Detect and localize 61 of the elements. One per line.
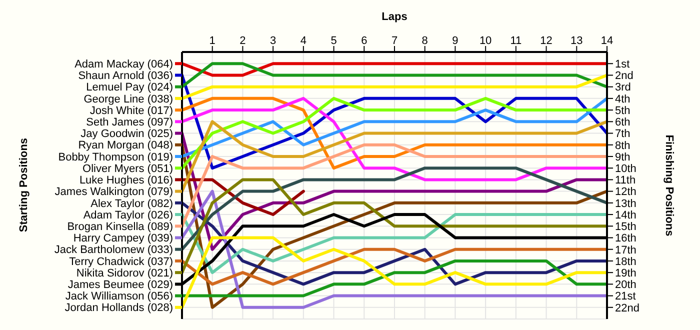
legend-label: Josh White (017) — [90, 104, 173, 117]
y-tick-label: 4th — [615, 93, 630, 106]
x-tick-label: 5 — [330, 35, 337, 47]
x-tick-label: 3 — [270, 35, 276, 47]
legend-label: Bobby Thompson (019) — [58, 151, 173, 164]
y-tick-label: 18th — [615, 256, 636, 268]
y-tick-label: 11th — [615, 174, 636, 187]
x-tick-label: 7 — [391, 35, 398, 47]
legend-label: James Walkington (079) — [54, 186, 173, 198]
x-tick-label: 9 — [452, 35, 458, 47]
y-tick-label: 12th — [615, 186, 636, 198]
x-tick-label: 14 — [600, 35, 614, 47]
legend-label: Ryan Morgan (048) — [78, 140, 173, 152]
x-tick-label: 11 — [510, 35, 522, 47]
y-tick-label: 21st — [615, 290, 636, 303]
y-tick-label: 8th — [615, 140, 630, 152]
y-tick-label: 15th — [615, 221, 636, 234]
x-tick-label: 4 — [300, 35, 306, 47]
x-tick-label: 2 — [240, 35, 246, 47]
y-tick-label: 2nd — [615, 70, 634, 82]
y-tick-label: 1st — [615, 58, 630, 71]
legend-label: Harry Campey (039) — [73, 232, 173, 245]
x-tick-label: 8 — [422, 35, 428, 47]
x-tick-label: 10 — [479, 35, 492, 47]
legend-label: Nikita Sidorov (021) — [76, 267, 173, 280]
y-tick-label: 10th — [615, 162, 636, 175]
legend-label: James Beumee (029) — [68, 279, 173, 292]
y-tick-label: 9th — [615, 151, 630, 164]
legend-label: Alex Taylor (082) — [90, 198, 173, 210]
legend-label: Luke Hughes (016) — [79, 174, 173, 187]
text: Starting Positions — [18, 138, 30, 232]
x-tick-label: 12 — [540, 35, 552, 47]
y-tick-label: 3rd — [615, 82, 631, 94]
legend-label: Lemuel Pay (024) — [86, 82, 173, 94]
legend-label: Terry Chadwick (037) — [69, 256, 173, 268]
legend-label: Shaun Arnold (036) — [78, 70, 173, 82]
legend-label: Brogan Kinsella (089) — [67, 220, 173, 233]
legend-label: Jordan Hollands (028) — [64, 302, 173, 314]
legend-label: Jack Williamson (056) — [65, 290, 173, 303]
y-tick-label: 14th — [615, 209, 636, 222]
legend-label: George Line (038) — [84, 93, 173, 106]
x-tick-label: 13 — [570, 35, 583, 47]
y-tick-label: 16th — [615, 232, 636, 245]
y-tick-label: 6th — [615, 116, 630, 129]
y-tick-label: 13th — [615, 198, 636, 210]
legend-label: Adam Taylor (026) — [83, 209, 173, 222]
legend-label: Adam Mackay (064) — [74, 58, 173, 70]
x-axis-title: Laps — [382, 11, 408, 23]
legend-label: Jack Bartholomew (033) — [54, 244, 173, 256]
legend-label: Seth James (097) — [86, 116, 173, 128]
legend-label: Oliver Myers (051) — [82, 162, 173, 175]
y-tick-label: 22nd — [615, 302, 640, 314]
x-tick-label: 6 — [361, 35, 368, 47]
y-tick-label: 7th — [615, 128, 630, 140]
y-axis-title: Finishing Positions — [663, 134, 676, 236]
x-tick-label: 1 — [209, 35, 216, 47]
y-tick-label: 20th — [615, 279, 636, 292]
legend-label: Jay Goodwin (025) — [80, 128, 173, 140]
y-tick-label: 19th — [615, 267, 636, 280]
y-tick-label: 5th — [615, 104, 630, 117]
y-tick-label: 17th — [615, 244, 636, 256]
